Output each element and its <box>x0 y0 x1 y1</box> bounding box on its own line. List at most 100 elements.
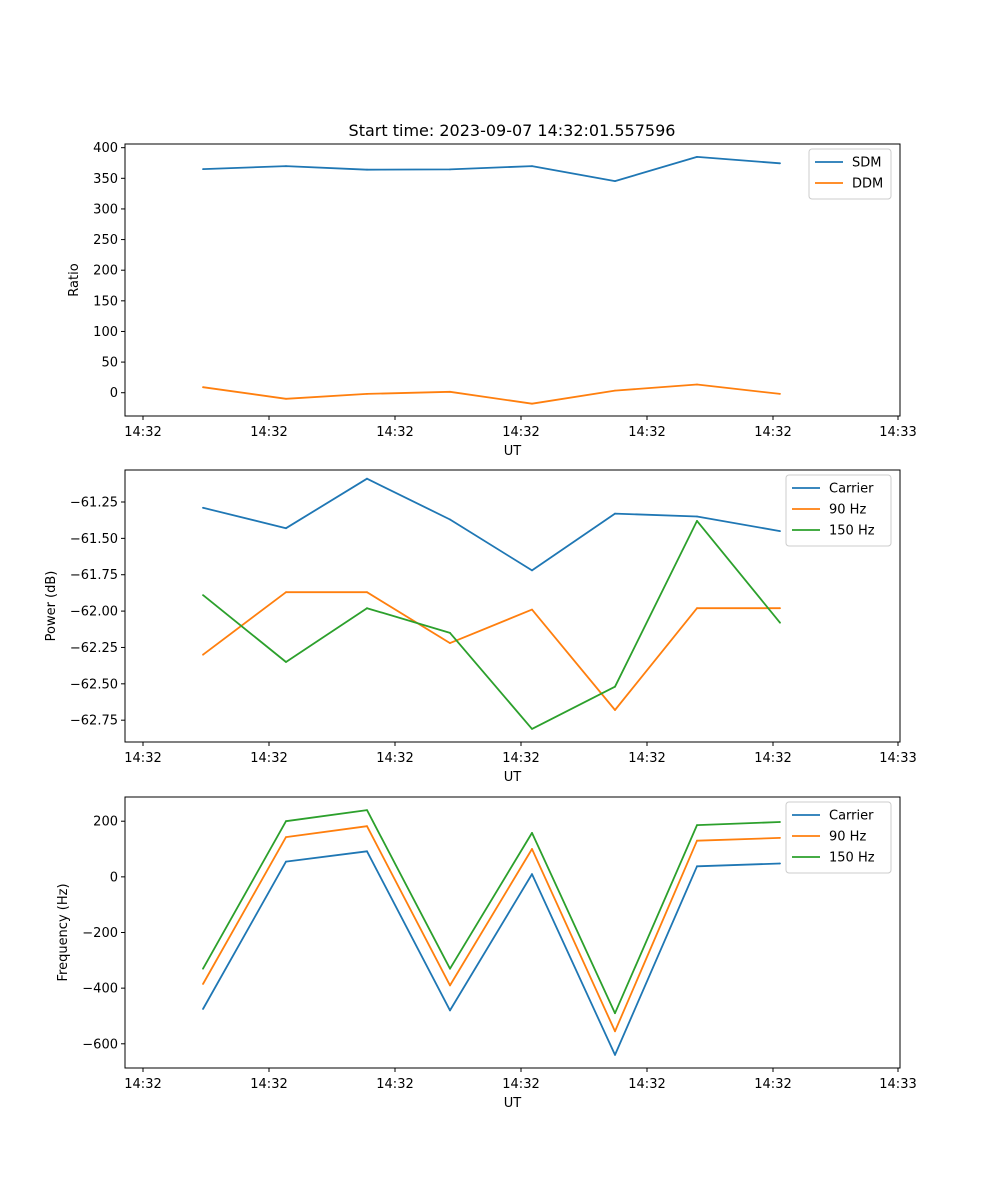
data-point <box>449 168 451 171</box>
x-tick-label: 14:33 <box>879 751 916 766</box>
data-point <box>531 832 533 834</box>
y-tick-label: 100 <box>93 325 118 340</box>
data-point <box>696 156 698 158</box>
data-point <box>366 477 368 480</box>
y-tick-label: −61.75 <box>70 568 118 583</box>
data-point <box>614 1054 616 1056</box>
data-point <box>449 518 451 521</box>
data-point <box>285 527 287 530</box>
data-point <box>696 607 698 610</box>
data-point <box>285 591 287 594</box>
axes-frame-0 <box>124 143 901 417</box>
data-point <box>449 1009 451 1012</box>
data-point <box>531 848 533 850</box>
y-tick-label: −61.50 <box>70 532 118 547</box>
x-axis-label: UT <box>504 1096 522 1111</box>
data-point <box>614 709 616 711</box>
data-point <box>449 390 451 393</box>
y-tick-label: 400 <box>93 141 118 156</box>
series-line-150-hz <box>202 809 781 1015</box>
x-tick-label: 14:32 <box>124 425 161 440</box>
data-point <box>614 685 616 688</box>
legend-label: SDM <box>852 156 881 171</box>
data-point <box>202 506 204 509</box>
series-line-ddm <box>202 383 781 405</box>
x-tick-label: 14:32 <box>754 751 791 766</box>
x-tick-label: 14:32 <box>628 751 665 766</box>
data-point <box>366 168 368 171</box>
series-line-90-hz <box>202 825 781 1033</box>
data-point <box>531 402 533 405</box>
data-point <box>366 393 368 395</box>
data-point <box>779 821 781 823</box>
x-tick-label: 14:33 <box>879 425 916 440</box>
data-point <box>449 984 451 987</box>
legend-label: 90 Hz <box>829 503 866 518</box>
data-point <box>449 632 451 634</box>
data-point <box>285 860 287 863</box>
y-tick-label: −400 <box>82 982 118 997</box>
data-point <box>531 569 533 572</box>
data-point <box>779 393 781 395</box>
data-point <box>366 809 368 811</box>
data-point <box>202 983 204 985</box>
y-tick-label: −62.75 <box>70 714 118 729</box>
data-point <box>366 850 368 853</box>
data-point <box>696 839 698 842</box>
data-point <box>285 820 287 823</box>
legend-label: DDM <box>852 177 883 192</box>
data-point <box>285 397 287 400</box>
x-tick-label: 14:32 <box>250 751 287 766</box>
data-point <box>696 520 698 522</box>
x-tick-label: 14:33 <box>879 1077 916 1092</box>
y-tick-label: 0 <box>110 870 118 885</box>
data-point <box>531 165 533 168</box>
y-axis-label: Power (dB) <box>44 571 59 642</box>
x-tick-label: 14:32 <box>754 425 791 440</box>
data-point <box>614 512 616 515</box>
series-line-carrier <box>202 477 781 572</box>
y-tick-label: 350 <box>93 172 118 187</box>
data-point <box>285 165 287 168</box>
data-point <box>696 865 698 868</box>
data-point <box>449 642 451 644</box>
x-tick-label: 14:32 <box>628 425 665 440</box>
x-tick-label: 14:32 <box>124 1077 161 1092</box>
x-tick-label: 14:32 <box>250 425 287 440</box>
data-point <box>779 621 781 624</box>
data-point <box>779 837 781 839</box>
data-point <box>696 383 698 386</box>
y-tick-label: −200 <box>82 926 118 941</box>
y-tick-label: 50 <box>101 356 118 371</box>
y-tick-label: 200 <box>93 264 118 279</box>
legend-label: 90 Hz <box>829 830 866 845</box>
series-line-90-hz <box>202 591 780 711</box>
x-axis-label: UT <box>504 770 522 785</box>
x-tick-label: 14:32 <box>502 425 539 440</box>
data-point <box>531 728 533 730</box>
legend-label: Carrier <box>829 809 874 824</box>
series-line-sdm <box>202 155 781 183</box>
data-point <box>696 515 698 518</box>
data-point <box>366 825 368 828</box>
data-point <box>366 607 368 610</box>
x-tick-label: 14:32 <box>502 751 539 766</box>
data-point <box>614 1030 616 1033</box>
data-point <box>202 594 204 596</box>
data-point <box>614 180 616 183</box>
series-line-carrier <box>202 850 781 1056</box>
x-axis-label: UT <box>504 444 522 459</box>
data-point <box>696 824 698 826</box>
chart-title: Start time: 2023-09-07 14:32:01.557596 <box>349 121 676 140</box>
data-point <box>779 862 781 865</box>
legend-box-2 <box>785 801 892 874</box>
y-tick-label: −61.25 <box>70 496 118 511</box>
y-tick-label: 150 <box>93 294 118 309</box>
data-point <box>366 591 368 594</box>
x-tick-label: 14:32 <box>376 751 413 766</box>
y-tick-label: −62.50 <box>70 677 118 692</box>
x-tick-label: 14:32 <box>628 1077 665 1092</box>
y-tick-label: −62.25 <box>70 641 118 656</box>
data-point <box>202 168 204 171</box>
